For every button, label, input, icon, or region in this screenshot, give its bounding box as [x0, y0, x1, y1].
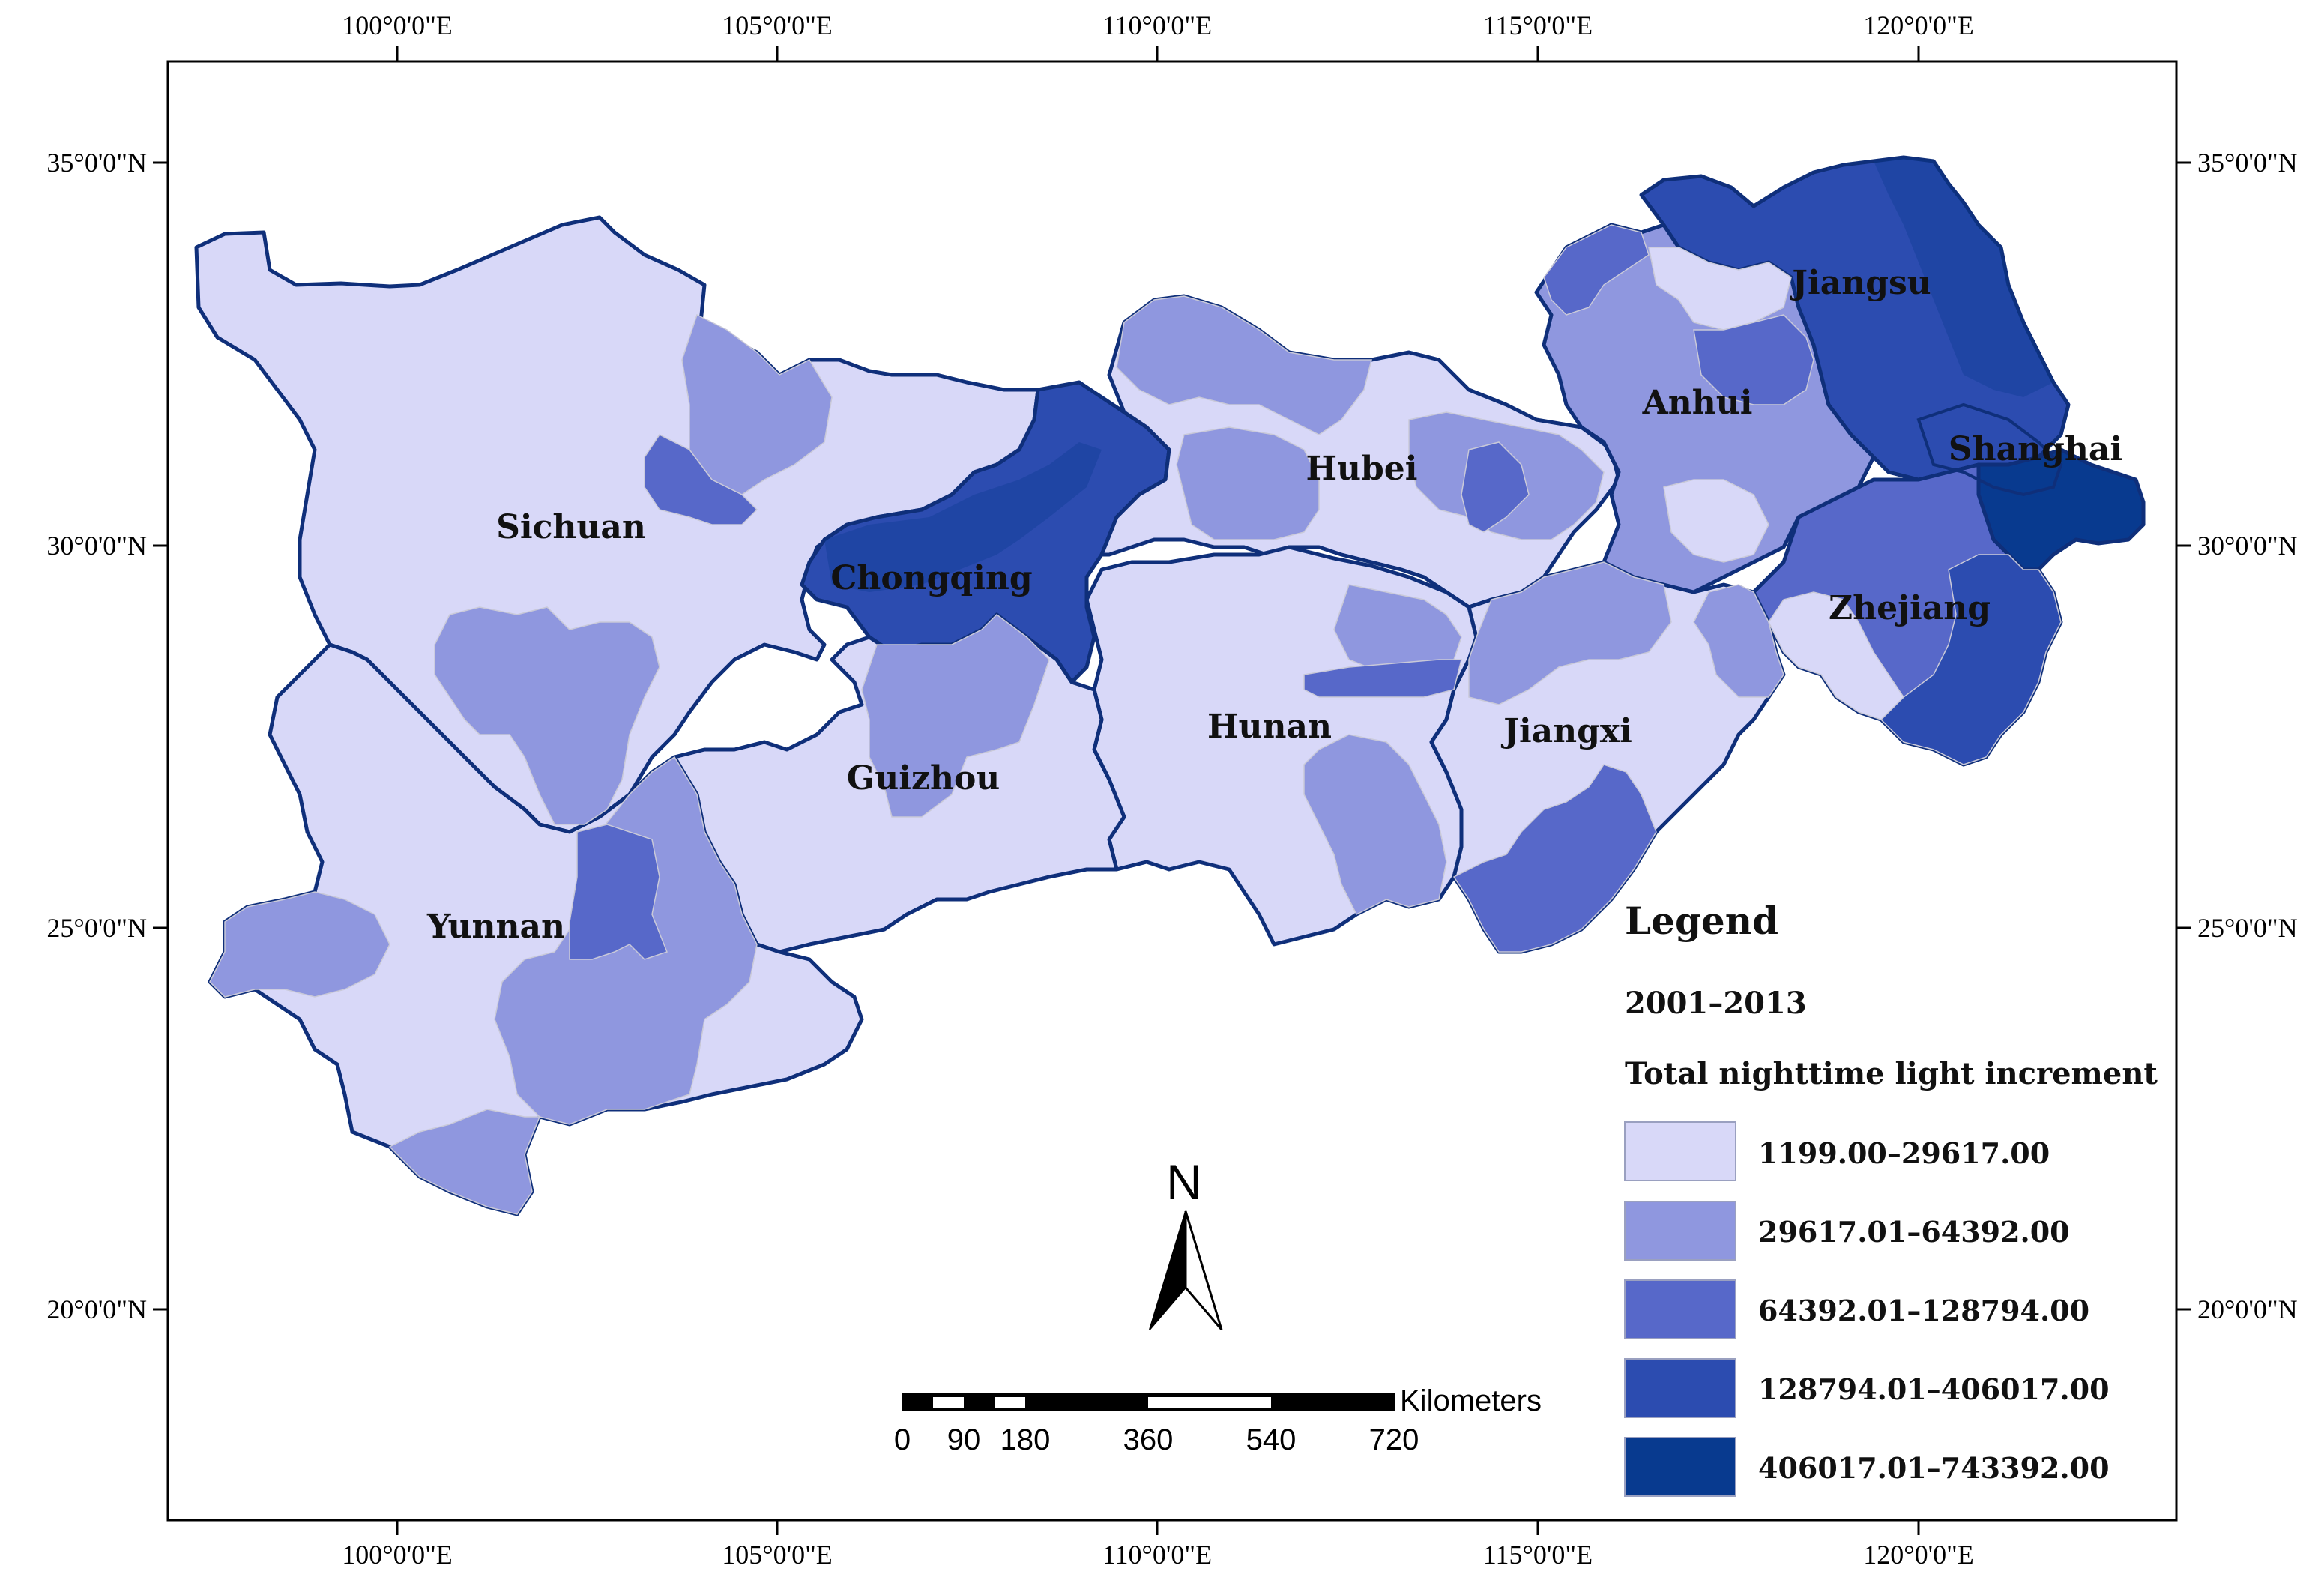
top-axis-label-105e: 105°0'0"E: [722, 10, 833, 40]
scale-tick-90: 90: [947, 1423, 981, 1456]
left-axis-label-30n: 30°0'0"N: [46, 531, 147, 561]
legend-swatch-2: [1624, 1201, 1736, 1261]
left-axis-label-35n: 35°0'0"N: [46, 148, 147, 178]
right-axis-label-35n: 35°0'0"N: [2197, 148, 2298, 178]
province-label-hubei: Hubei: [1306, 450, 1417, 488]
bottom-axis-label-105e: 105°0'0"E: [722, 1540, 833, 1570]
scale-tick-360: 360: [1123, 1423, 1174, 1456]
left-axis-label-25n: 25°0'0"N: [46, 913, 147, 943]
legend-label-3: 64392.01–128794.00: [1758, 1294, 2089, 1327]
left-axis-label-20n: 20°0'0"N: [46, 1294, 147, 1324]
graticule-ticks: [153, 46, 2191, 1535]
legend-swatch-1: [1624, 1121, 1736, 1181]
province-label-jiangxi: Jiangxi: [1500, 712, 1632, 750]
legend-swatch-4: [1624, 1358, 1736, 1418]
scale-tick-720: 720: [1369, 1423, 1419, 1456]
legend: Legend 2001–2013 Total nighttime light i…: [1624, 899, 2158, 1497]
north-arrow-right-half: [1184, 1210, 1223, 1330]
county-class-patches: [209, 157, 2062, 1215]
north-arrow-label: N: [1166, 1154, 1202, 1210]
legend-swatch-3: [1624, 1279, 1736, 1339]
province-label-sichuan: Sichuan: [496, 508, 646, 546]
right-axis-label-20n: 20°0'0"N: [2197, 1294, 2298, 1324]
legend-variable: Total nighttime light increment: [1625, 1056, 2158, 1091]
legend-label-2: 29617.01–64392.00: [1758, 1215, 2070, 1249]
province-label-guizhou: Guizhou: [847, 759, 1000, 797]
top-axis-label-115e: 115°0'0"E: [1483, 10, 1593, 40]
legend-label-4: 128794.01–406017.00: [1758, 1372, 2110, 1406]
province-label-yunnan: Yunnan: [426, 908, 565, 946]
scale-tick-180: 180: [1000, 1423, 1051, 1456]
province-label-jiangsu: Jiangsu: [1789, 264, 1931, 302]
legend-period: 2001–2013: [1625, 986, 1807, 1021]
legend-swatch-5: [1624, 1437, 1736, 1497]
province-label-shanghai: Shanghai: [1949, 430, 2122, 468]
top-axis-label-100e: 100°0'0"E: [342, 10, 453, 40]
map-frame: [166, 60, 2178, 1522]
bottom-axis-label-120e: 120°0'0"E: [1863, 1540, 1974, 1570]
legend-label-5: 406017.01–743392.00: [1758, 1451, 2110, 1485]
top-axis-label-120e: 120°0'0"E: [1863, 10, 1974, 40]
right-axis-label-25n: 25°0'0"N: [2197, 913, 2298, 943]
scale-bar-unit: Kilometers: [1400, 1384, 1542, 1417]
bottom-axis-label-100e: 100°0'0"E: [342, 1540, 453, 1570]
scale-tick-540: 540: [1246, 1423, 1297, 1456]
bottom-axis-label-110e: 110°0'0"E: [1102, 1540, 1212, 1570]
legend-label-1: 1199.00–29617.00: [1758, 1136, 2050, 1170]
top-axis-label-110e: 110°0'0"E: [1102, 10, 1212, 40]
scale-bar: Kilometers 0 90 180 360 540 720: [894, 1384, 1542, 1456]
province-label-hunan: Hunan: [1207, 708, 1332, 746]
right-axis-label-30n: 30°0'0"N: [2197, 531, 2298, 561]
shanghai-outline: [1916, 402, 2063, 497]
province-jiangsu[interactable]: [1639, 155, 2071, 482]
province-label-anhui: Anhui: [1642, 384, 1753, 422]
province-label-chongqing: Chongqing: [830, 559, 1032, 597]
province-label-zhejiang: Zhejiang: [1829, 589, 1991, 627]
north-arrow-left-half: [1149, 1210, 1186, 1330]
north-arrow: N: [1149, 1154, 1223, 1330]
legend-title: Legend: [1625, 899, 1778, 943]
scale-tick-0: 0: [894, 1423, 911, 1456]
bottom-axis-label-115e: 115°0'0"E: [1483, 1540, 1593, 1570]
